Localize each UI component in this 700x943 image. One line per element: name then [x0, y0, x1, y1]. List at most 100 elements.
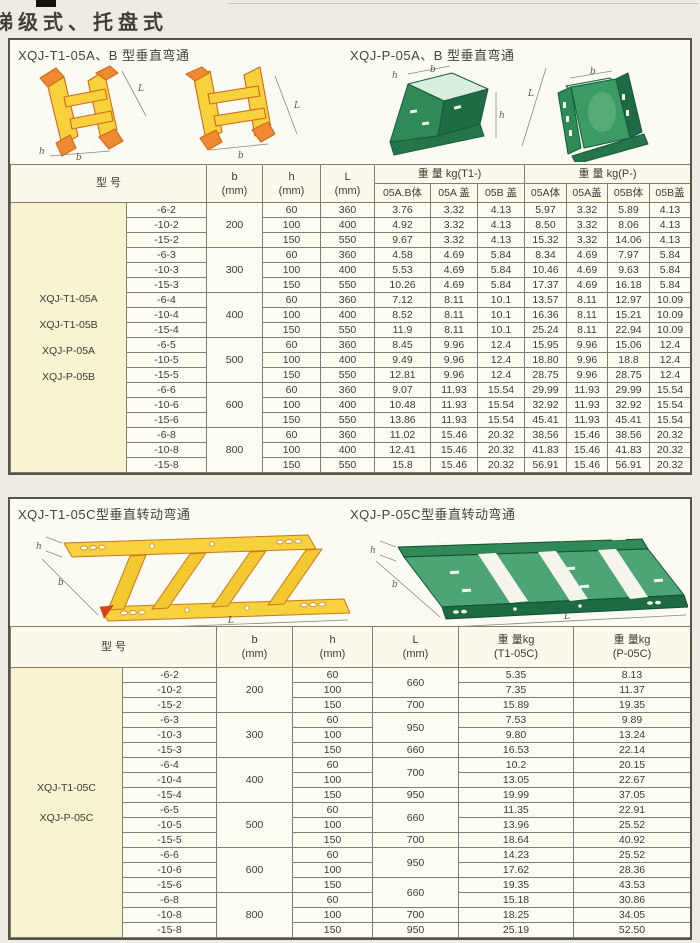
tray-rotating-bend-illustration: h b L [370, 536, 688, 628]
weight-value-cell: 15.54 [649, 397, 690, 413]
dim-label-b: b [430, 65, 436, 75]
weight-value-cell: 8.11 [430, 307, 478, 323]
weight-value-cell: 4.13 [476, 232, 526, 248]
weight-value-cell: 5.89 [607, 202, 651, 218]
dim-label-L: L [293, 101, 300, 111]
L-value-cell: 950 [372, 847, 459, 878]
weight-value-cell: 15.46 [566, 442, 609, 458]
weight-value-cell: 11.93 [430, 412, 478, 428]
weight-value-cell: 8.11 [566, 322, 609, 338]
b-value-cell: 800 [206, 427, 263, 473]
weight-value-cell: 10.46 [524, 262, 568, 278]
weight-value-cell: 9.89 [573, 712, 690, 728]
model-suffix-cell: -15-5 [122, 832, 217, 848]
weight-value-cell: 30.86 [573, 892, 690, 908]
table-row: -15-5 150 700 18.64 40.92 [11, 832, 690, 848]
weight-value-cell: 4.13 [476, 202, 526, 218]
weight-value-cell: 13.86 [374, 412, 431, 428]
table-row: -15-6 150 550 13.86 11.93 15.54 45.41 11.93 45.4… [11, 412, 690, 428]
table-row: -10-6 100 17.62 28.36 [11, 862, 690, 878]
h-value-cell: 100 [262, 442, 321, 458]
weight-value-cell: 15.46 [430, 427, 478, 443]
dim-label-b: b [590, 67, 596, 77]
weight-value-cell: 18.8 [607, 352, 651, 368]
table-row: -6-3 300 60 950 7.53 9.89 [11, 712, 690, 758]
weight-value-cell: 3.32 [430, 217, 478, 233]
weight-value-cell: 9.49 [374, 352, 431, 368]
h-value-cell: 100 [292, 727, 373, 743]
h-value-cell: 60 [262, 427, 321, 443]
weight-value-cell: 4.58 [374, 247, 431, 263]
h-value-cell: 100 [262, 217, 321, 233]
h-value-cell: 150 [292, 832, 373, 848]
weight-value-cell: 22.67 [573, 772, 690, 788]
model-suffix-cell: -6-8 [122, 892, 217, 908]
header-p05a-cover: 05A盖 [566, 183, 609, 203]
table-row: -6-4 400 60 700 10.2 20.15 [11, 757, 690, 803]
weight-value-cell: 18.64 [458, 832, 574, 848]
weight-value-cell: 12.4 [476, 367, 526, 383]
model-suffix-cell: -6-2 [122, 667, 217, 683]
weight-value-cell: 4.13 [649, 217, 690, 233]
ladder-vertical-bend-illustration: L b h L b [39, 65, 300, 162]
weight-value-cell: 5.97 [524, 202, 568, 218]
h-value-cell: 100 [292, 682, 373, 698]
weight-value-cell: 7.53 [458, 712, 574, 728]
weight-value-cell: 15.95 [524, 337, 568, 353]
model-suffix-cell: -10-5 [126, 352, 207, 368]
weight-value-cell: 15.46 [430, 442, 478, 458]
model-suffix-cell: -10-5 [122, 817, 217, 833]
model-suffix-cell: -15-2 [122, 697, 217, 713]
model-suffix-cell: -6-4 [122, 757, 217, 773]
h-value-cell: 150 [262, 277, 321, 293]
weight-value-cell: 4.69 [566, 247, 609, 263]
weight-value-cell: 37.05 [573, 787, 690, 803]
b-value-cell: 600 [216, 847, 293, 893]
weight-value-cell: 10.1 [476, 307, 526, 323]
L-value-cell: 400 [320, 262, 375, 278]
table-row: -6-4 400 60 360 7.12 8.11 10.1 13.57 8.11 12.97 10… [11, 292, 690, 338]
model-suffix-cell: -10-4 [126, 307, 207, 323]
weight-value-cell: 22.91 [573, 802, 690, 818]
h-value-cell: 60 [292, 667, 373, 683]
weight-value-cell: 15.46 [430, 457, 478, 473]
table-row: -10-5 100 400 9.49 9.96 12.4 18.80 9.96 18.8 12.4 [11, 352, 690, 368]
weight-value-cell: 28.75 [607, 367, 651, 383]
weight-value-cell: 12.41 [374, 442, 431, 458]
h-value-cell: 60 [292, 712, 373, 728]
weight-value-cell: 22.94 [607, 322, 651, 338]
weight-value-cell: 8.11 [430, 322, 478, 338]
model-suffix-cell: -15-2 [126, 232, 207, 248]
weight-value-cell: 15.54 [476, 412, 526, 428]
weight-value-cell: 5.84 [476, 277, 526, 293]
L-value-cell: 660 [372, 802, 459, 833]
weight-value-cell: 4.69 [430, 247, 478, 263]
weight-value-cell: 3.32 [566, 232, 609, 248]
weight-value-cell: 16.36 [524, 307, 568, 323]
model-suffix-cell: -10-2 [126, 217, 207, 233]
weight-value-cell: 3.32 [430, 202, 478, 218]
table-row: -10-2 100 7.35 11.37 [11, 682, 690, 698]
b-value-cell: 400 [206, 292, 263, 338]
table-row: -15-8 150 550 15.8 15.46 20.32 56.91 15.46 56.91… [11, 457, 690, 473]
scan-artifact-mark [36, 0, 56, 7]
h-value-cell: 100 [292, 862, 373, 878]
weight-value-cell: 9.07 [374, 382, 431, 398]
weight-value-cell: 5.84 [649, 262, 690, 278]
scan-edge-line [228, 3, 698, 4]
table-row: -10-8 100 700 18.25 34.05 [11, 907, 690, 923]
weight-value-cell: 16.18 [607, 277, 651, 293]
weight-value-cell: 5.35 [458, 667, 574, 683]
model-suffix-cell: -10-6 [122, 862, 217, 878]
weight-value-cell: 15.54 [476, 397, 526, 413]
weight-value-cell: 8.11 [430, 292, 478, 308]
L-value-cell: 400 [320, 397, 375, 413]
weight-value-cell: 41.83 [524, 442, 568, 458]
weight-value-cell: 7.97 [607, 247, 651, 263]
weight-value-cell: 4.13 [649, 232, 690, 248]
weight-value-cell: 13.05 [458, 772, 574, 788]
h-value-cell: 100 [262, 352, 321, 368]
weight-value-cell: 20.32 [476, 427, 526, 443]
header-weight-p-05c: 重 量kg (P-05C) [573, 626, 690, 668]
h-value-cell: 60 [262, 382, 321, 398]
